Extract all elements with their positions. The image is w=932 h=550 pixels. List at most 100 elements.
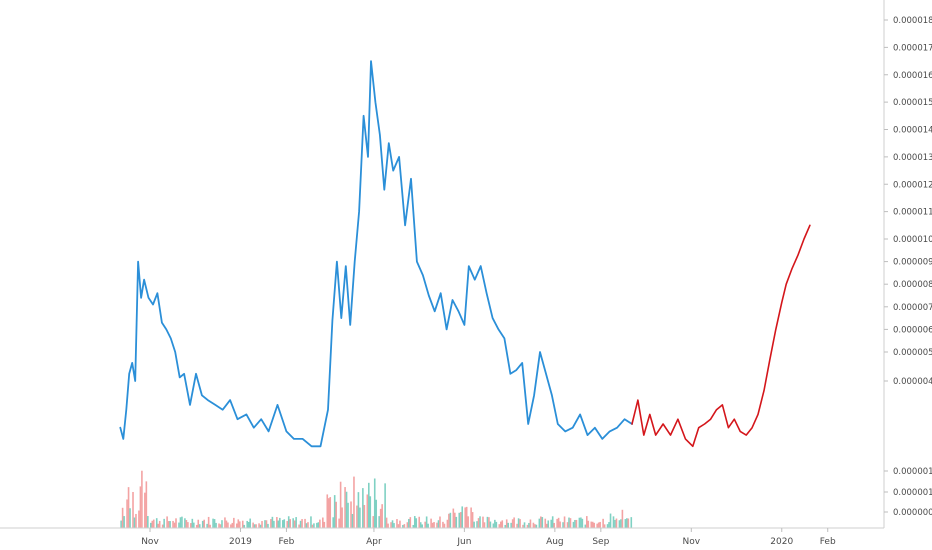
volume-bar <box>488 517 490 528</box>
y-tick-label: 0.00001300 <box>893 153 932 163</box>
volume-bar <box>464 507 466 528</box>
volume-bar <box>459 512 462 528</box>
volume-bar <box>201 520 204 528</box>
x-tick-label: Feb <box>820 537 836 547</box>
volume-bar <box>578 517 581 528</box>
volume-bar <box>553 522 555 528</box>
volume-bar <box>599 521 601 528</box>
volume-bar <box>608 522 610 528</box>
volume-bar <box>207 516 210 528</box>
volume-bar <box>255 524 257 528</box>
volume-bar <box>286 521 289 528</box>
volume-bar <box>141 470 143 528</box>
volume-bar <box>517 518 520 528</box>
volume-bar <box>227 522 229 528</box>
volume-bar <box>602 518 604 528</box>
volume-bar <box>271 516 274 528</box>
volume-bar <box>236 523 238 528</box>
volume-bar <box>379 508 382 528</box>
x-tick-label: Aug <box>546 537 564 547</box>
volume-bar <box>470 507 472 528</box>
volume-bar <box>259 524 262 528</box>
volume-bar <box>353 476 355 528</box>
volume-bar <box>476 521 478 528</box>
volume-bar <box>415 518 418 528</box>
volume-bar <box>157 523 160 528</box>
volume-bar <box>307 522 309 528</box>
volume-bar <box>219 524 222 528</box>
volume-bar <box>357 492 360 528</box>
volume-bar <box>418 516 421 528</box>
volume-bar <box>132 491 134 528</box>
volume-bar <box>396 519 398 528</box>
x-tick-label: Nov <box>683 537 701 547</box>
volume-bar <box>494 519 496 528</box>
volume-bar <box>218 523 220 528</box>
volume-bar <box>511 519 514 528</box>
volume-bar <box>206 523 208 528</box>
volume-bar <box>144 492 146 528</box>
volume-bar <box>574 519 576 528</box>
volume-bar <box>145 481 148 528</box>
y-axis[interactable]: 0.00001800 0.00001700 0.00001600 0.00001500… <box>884 16 932 518</box>
volume-bar <box>276 517 278 528</box>
volume-bar <box>323 521 326 528</box>
volume-bar <box>526 524 529 528</box>
volume-bar <box>252 522 254 528</box>
volume-bar <box>590 521 593 528</box>
price-series-line[interactable] <box>119 60 633 448</box>
volume-bar <box>172 520 174 528</box>
volume-bar <box>499 521 502 528</box>
volume-bar <box>344 487 346 528</box>
volume-bar <box>366 494 369 528</box>
volume-bar <box>175 518 177 528</box>
volume-bar <box>121 507 124 528</box>
volume-bar <box>473 521 475 528</box>
volume-bars <box>120 470 633 528</box>
volume-bar <box>163 518 165 528</box>
volume-bar <box>612 516 615 528</box>
volume-bar <box>213 519 216 528</box>
volume-bar <box>586 516 588 528</box>
volume-bar <box>158 520 161 528</box>
x-axis[interactable]: Nov 2019 Feb Apr Jun Aug Sep Nov 2020 Feb <box>141 528 836 547</box>
volume-bar <box>152 519 155 528</box>
volume-bar <box>187 522 189 528</box>
volume-bar <box>467 516 469 528</box>
volume-bar <box>492 523 495 528</box>
volume-bar <box>390 522 392 528</box>
volume-bar <box>551 516 554 528</box>
volume-bar <box>461 506 464 528</box>
volume-bar <box>313 523 315 528</box>
volume-bar <box>378 516 380 528</box>
y-tick-label: 0.00000055 <box>893 508 932 518</box>
projection-series-line[interactable] <box>631 224 811 448</box>
volume-bar <box>412 524 415 528</box>
volume-bar <box>587 520 590 528</box>
volume-bar <box>233 517 235 528</box>
volume-bar <box>421 524 423 528</box>
volume-bar <box>319 519 321 528</box>
volume-bar <box>249 518 251 528</box>
volume-bar <box>397 524 400 528</box>
volume-bar <box>519 519 521 528</box>
x-tick-label: 2019 <box>229 537 252 547</box>
volume-bar <box>436 522 438 528</box>
volume-bar <box>510 522 512 528</box>
volume-bar <box>498 524 501 528</box>
volume-bar <box>295 517 297 528</box>
volume-bar <box>591 521 594 528</box>
volume-bar <box>155 518 158 528</box>
volume-bar <box>253 524 256 528</box>
volume-bar <box>528 522 530 528</box>
volume-bar <box>203 519 205 528</box>
volume-bar <box>151 520 154 528</box>
volume-bar <box>169 521 171 528</box>
volume-bar <box>373 478 376 528</box>
volume-bar <box>267 523 269 528</box>
volume-bar <box>482 516 484 528</box>
x-tick-label: Sep <box>592 537 609 547</box>
volume-bar <box>258 523 260 528</box>
y-tick-label: 0.00000600 <box>893 325 932 335</box>
